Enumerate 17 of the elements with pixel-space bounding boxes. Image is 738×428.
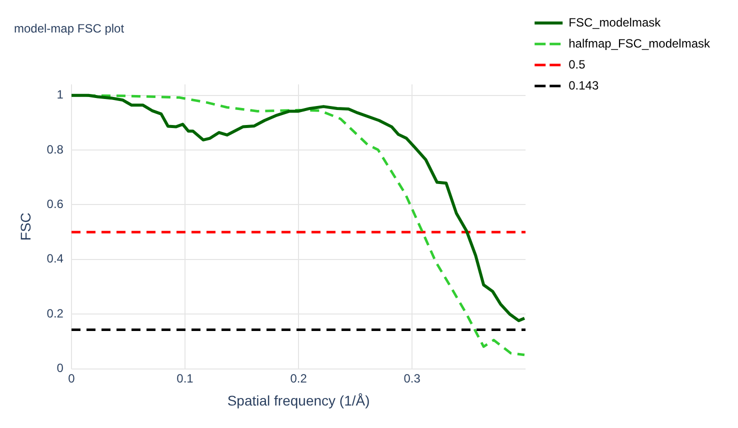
legend-label: halfmap_FSC_modelmask [568, 36, 711, 50]
chart-title: model-map FSC plot [14, 22, 125, 36]
x-tick-label: 0.2 [290, 371, 308, 386]
y-tick-label: 0 [56, 361, 64, 376]
y-axis-title: FSC [17, 212, 34, 241]
legend-label: 0.5 [568, 57, 586, 72]
y-tick-label: 0.8 [46, 142, 64, 156]
y-tick-label: 1 [56, 88, 64, 102]
x-tick-label: 0.1 [176, 371, 194, 386]
y-tick-label: 0.6 [46, 197, 64, 212]
y-tick-label: 0.2 [46, 306, 64, 320]
x-axis-title: Spatial frequency (1/Å) [227, 392, 370, 408]
legend-label: FSC_modelmask [568, 15, 662, 30]
x-tick-label: 0.3 [404, 371, 421, 386]
x-tick-label: 0 [68, 371, 76, 386]
legend-label: 0.143 [568, 78, 599, 92]
y-tick-label: 0.4 [46, 252, 64, 266]
